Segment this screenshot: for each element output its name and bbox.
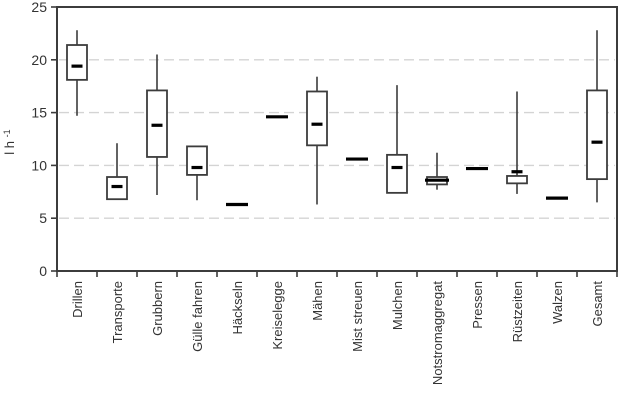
box-drillen	[66, 44, 88, 81]
y-tick-label-15: 15	[31, 105, 47, 121]
category-label-haeckseln: Häckseln	[230, 281, 245, 334]
y-tick-label-20: 20	[31, 52, 47, 68]
category-label-grubbern: Grubbern	[150, 281, 165, 336]
box-maehen	[306, 90, 328, 147]
category-label-maehen: Mähen	[310, 281, 325, 321]
box-gesamt	[586, 89, 608, 181]
category-label-ruestzeiten: Rüstzeiten	[510, 281, 525, 342]
category-label-gesamt: Gesamt	[590, 281, 605, 327]
y-tick-label-25: 25	[31, 0, 47, 15]
category-label-mist-streuen: Mist streuen	[350, 281, 365, 352]
category-label-walzen: Walzen	[550, 281, 565, 324]
box-ruestzeiten	[506, 175, 528, 185]
plot-frame	[56, 6, 618, 272]
y-axis-title: l h -1	[2, 129, 17, 154]
category-label-transporte: Transporte	[110, 281, 125, 343]
category-label-mulchen: Mulchen	[390, 281, 405, 330]
category-label-notstromaggregat: Notstromaggregat	[430, 281, 445, 385]
category-label-drillen: Drillen	[70, 281, 85, 318]
box-mulchen	[386, 153, 408, 194]
y-tick-label-5: 5	[39, 210, 47, 226]
category-label-kreiselegge: Kreiselegge	[270, 281, 285, 350]
y-tick-label-10: 10	[31, 157, 47, 173]
box-guelle-fahren	[186, 145, 208, 176]
y-tick-label-0: 0	[39, 263, 47, 279]
category-label-guelle-fahren: Gülle fahren	[190, 281, 205, 352]
category-label-pressen: Pressen	[470, 281, 485, 329]
